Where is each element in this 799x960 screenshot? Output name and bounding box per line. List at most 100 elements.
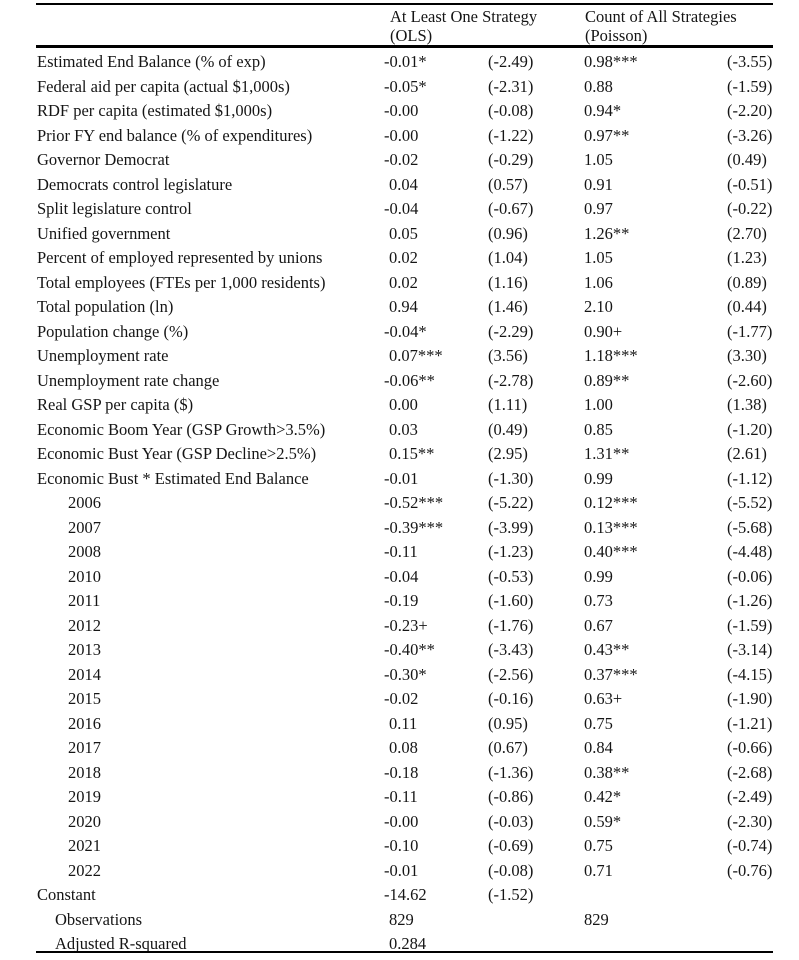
row-label: 2013 xyxy=(68,640,101,659)
poisson-tstat: (-0.51) xyxy=(727,174,773,194)
poisson-tstat: (0.89) xyxy=(727,272,767,292)
ols-tstat: (1.46) xyxy=(488,297,528,316)
row-label: Population change (%) xyxy=(37,321,189,341)
table-row: 2021 -0.10 (-0.69) 0.75 (-0.74) xyxy=(0,834,799,859)
row-label: Constant xyxy=(37,885,96,904)
column-group-poisson-subtitle: (Poisson) xyxy=(585,26,648,45)
ols-tstat: (-3.43) xyxy=(488,640,534,659)
ols-tstat: (1.16) xyxy=(488,272,528,292)
table-row: 2011 -0.19 (-1.60) 0.73 (-1.26) xyxy=(0,589,799,614)
ols-tstat: (-3.99) xyxy=(488,517,534,537)
row-label: Percent of employed represented by union… xyxy=(37,248,323,267)
row-label: 2010 xyxy=(68,566,101,586)
poisson-tstat: (3.30) xyxy=(727,346,767,365)
table-body: Estimated End Balance (% of exp) -0.01* … xyxy=(0,50,799,957)
row-label: 2016 xyxy=(68,713,101,733)
ols-coefficient: -0.04* xyxy=(384,321,427,341)
ols-coefficient: -0.00 xyxy=(384,125,419,145)
poisson-tstat: (-4.15) xyxy=(727,664,773,684)
poisson-coefficient: 0.67 xyxy=(584,615,613,635)
poisson-tstat: (-5.68) xyxy=(727,517,773,537)
ols-tstat: (-1.22) xyxy=(488,125,534,145)
row-label: 2019 xyxy=(68,787,101,806)
ols-tstat: (0.67) xyxy=(488,738,528,757)
poisson-coefficient: 0.99 xyxy=(584,566,613,586)
poisson-coefficient: 0.63+ xyxy=(584,689,623,708)
ols-tstat: (-0.69) xyxy=(488,836,534,855)
ols-tstat: (-0.08) xyxy=(488,860,534,880)
poisson-tstat: (2.61) xyxy=(727,444,767,463)
ols-tstat: (-0.16) xyxy=(488,689,534,708)
ols-coefficient: -0.52*** xyxy=(384,493,444,512)
row-label: Economic Bust * Estimated End Balance xyxy=(37,468,309,488)
ols-coefficient: -14.62 xyxy=(384,885,427,904)
poisson-tstat: (-3.14) xyxy=(727,640,773,659)
row-label: Economic Boom Year (GSP Growth>3.5%) xyxy=(37,419,326,439)
row-label: Democrats control legislature xyxy=(37,174,233,194)
ols-coefficient: 0.11 xyxy=(389,713,418,733)
row-label: Prior FY end balance (% of expenditures) xyxy=(37,125,313,145)
ols-tstat: (-0.67) xyxy=(488,199,534,218)
row-label: Total employees (FTEs per 1,000 resident… xyxy=(37,272,326,292)
ols-coefficient: -0.10 xyxy=(384,836,419,855)
ols-coefficient: -0.04 xyxy=(384,566,419,586)
ols-tstat: (-1.23) xyxy=(488,542,534,561)
table-row: Unified government 0.05 (0.96) 1.26** (2… xyxy=(0,222,799,247)
row-label: 2017 xyxy=(68,738,101,757)
poisson-coefficient: 0.40*** xyxy=(584,542,638,561)
poisson-tstat: (-3.26) xyxy=(727,125,773,145)
ols-tstat: (0.49) xyxy=(488,419,528,439)
ols-coefficient: 0.15** xyxy=(389,444,435,463)
poisson-coefficient: 1.05 xyxy=(584,248,613,267)
row-label: Observations xyxy=(55,909,143,929)
table-top-rule xyxy=(36,3,773,5)
poisson-coefficient: 0.71 xyxy=(584,860,613,880)
poisson-coefficient: 0.91 xyxy=(584,174,613,194)
ols-tstat: (-1.76) xyxy=(488,615,534,635)
row-label: Total population (ln) xyxy=(37,297,174,316)
row-label: Unemployment rate xyxy=(37,346,169,365)
ols-coefficient: -0.02 xyxy=(384,150,419,169)
poisson-coefficient: 0.75 xyxy=(584,836,613,855)
poisson-tstat: (-0.76) xyxy=(727,860,773,880)
poisson-coefficient: 0.97** xyxy=(584,125,630,145)
table-bottom-rule xyxy=(36,951,773,953)
ols-coefficient: 829 xyxy=(389,909,414,929)
ols-coefficient: 0.02 xyxy=(389,248,418,267)
poisson-tstat: (-2.49) xyxy=(727,787,773,806)
row-label: Unified government xyxy=(37,223,171,243)
ols-coefficient: -0.04 xyxy=(384,199,419,218)
ols-tstat: (-1.30) xyxy=(488,468,534,488)
poisson-tstat: (-0.74) xyxy=(727,836,773,855)
poisson-coefficient: 0.42* xyxy=(584,787,622,806)
ols-coefficient: 0.08 xyxy=(389,738,418,757)
ols-tstat: (-2.49) xyxy=(488,52,534,71)
poisson-coefficient: 0.73 xyxy=(584,591,613,610)
table-row: Prior FY end balance (% of expenditures)… xyxy=(0,124,799,149)
table-row: Unemployment rate change -0.06** (-2.78)… xyxy=(0,369,799,394)
poisson-tstat: (-2.68) xyxy=(727,762,773,782)
ols-coefficient: -0.18 xyxy=(384,762,419,782)
poisson-coefficient: 0.13*** xyxy=(584,517,638,537)
poisson-tstat: (0.44) xyxy=(727,297,767,316)
table-row: Observations 829 829 xyxy=(0,908,799,933)
poisson-coefficient: 0.88 xyxy=(584,76,613,96)
ols-coefficient: 0.05 xyxy=(389,223,418,243)
poisson-coefficient: 0.98*** xyxy=(584,52,638,71)
table-row: 2013 -0.40** (-3.43) 0.43** (-3.14) xyxy=(0,638,799,663)
poisson-tstat: (-1.59) xyxy=(727,76,773,96)
ols-tstat: (-0.03) xyxy=(488,811,534,831)
poisson-tstat: (-5.52) xyxy=(727,493,773,512)
ols-tstat: (1.04) xyxy=(488,248,528,267)
table-row: RDF per capita (estimated $1,000s) -0.00… xyxy=(0,99,799,124)
ols-tstat: (-0.53) xyxy=(488,566,534,586)
ols-coefficient: -0.11 xyxy=(384,542,418,561)
row-label: 2011 xyxy=(68,591,101,610)
table-row: 2007 -0.39*** (-3.99) 0.13*** (-5.68) xyxy=(0,516,799,541)
ols-tstat: (0.96) xyxy=(488,223,528,243)
poisson-tstat: (-2.20) xyxy=(727,101,773,120)
poisson-coefficient: 0.43** xyxy=(584,640,630,659)
ols-coefficient: -0.11 xyxy=(384,787,418,806)
poisson-coefficient: 1.18*** xyxy=(584,346,638,365)
